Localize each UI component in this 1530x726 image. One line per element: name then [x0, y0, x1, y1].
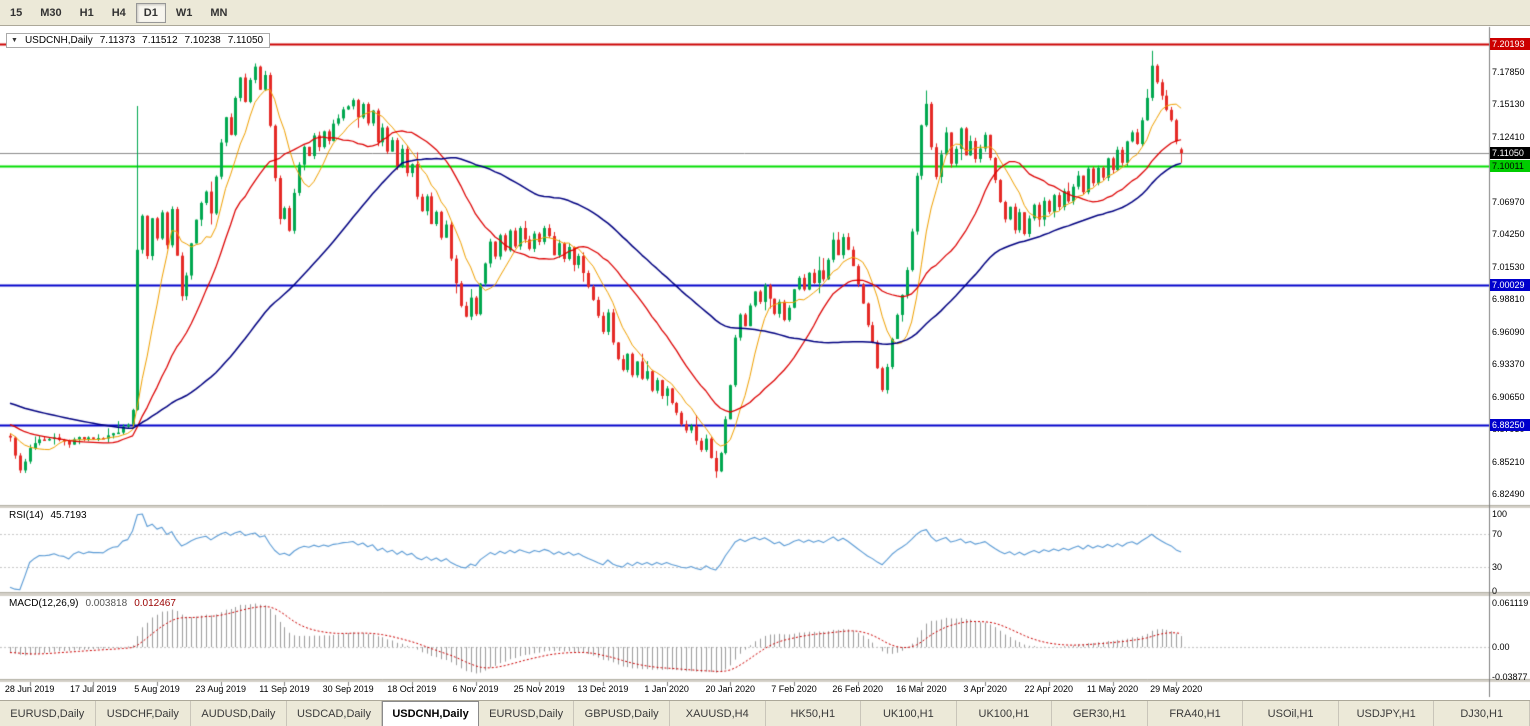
price-axis-label: 6.96090	[1492, 326, 1525, 337]
price-axis-label: 6.82490	[1492, 489, 1525, 500]
current-price-badge: 7.11050	[1490, 147, 1530, 160]
chart-tab-hk50-h1[interactable]: HK50,H1	[766, 701, 862, 726]
chart-tab-gbpusd-daily[interactable]: GBPUSD,Daily	[574, 701, 670, 726]
price-axis-label: 7.15130	[1492, 99, 1525, 110]
timeframe-button-m30[interactable]: M30	[40, 6, 62, 19]
date-axis-label: 26 Feb 2020	[832, 684, 883, 694]
price-axis-label: 6.90650	[1492, 391, 1525, 402]
date-axis-label: 11 May 2020	[1086, 684, 1139, 694]
date-axis-label: 1 Jan 2020	[644, 684, 689, 694]
rsi-indicator-label: RSI(14) 45.7193	[9, 510, 87, 521]
symbol-label: USDCNH,Daily	[24, 35, 93, 46]
chart-ohlc-title[interactable]: ▼ USDCNH,Daily 7.11373 7.11512 7.10238 7…	[6, 33, 271, 48]
date-axis-label: 23 Aug 2019	[195, 684, 246, 694]
chart-tabs-bar: EURUSD,Daily USDCHF,Daily AUDUSD,Daily USDC…	[0, 700, 1530, 726]
chart-tab-dj30-h1[interactable]: DJ30,H1	[1434, 701, 1530, 726]
date-axis-label: 5 Aug 2019	[134, 684, 180, 694]
low-value: 7.10238	[184, 35, 221, 46]
date-axis-label: 30 Sep 2019	[322, 684, 374, 694]
date-axis-label: 16 Mar 2020	[896, 684, 947, 694]
chart-tab-uk100-h1[interactable]: UK100,H1	[861, 701, 957, 726]
chart-tab-usdcad-daily[interactable]: USDCAD,Daily	[287, 701, 383, 726]
timeframe-toolbar: 15 M30 H1 H4 D1 W1 MN	[0, 0, 1530, 26]
chart-tab-fra40-h1[interactable]: FRA40,H1	[1148, 701, 1244, 726]
price-axis-label: 7.06970	[1492, 196, 1525, 207]
macd-name: MACD(12,26,9)	[9, 598, 79, 609]
high-value: 7.11512	[142, 35, 178, 46]
macd-main-value: 0.003818	[85, 598, 128, 609]
rsi-scale-label: 0	[1492, 586, 1498, 596]
timeframe-button-w1[interactable]: W1	[175, 6, 193, 19]
chart-tab-eurusd-daily[interactable]: EURUSD,Daily	[479, 701, 575, 726]
price-axis-label: 7.12410	[1492, 131, 1525, 142]
timeframe-button-15[interactable]: 15	[10, 6, 23, 19]
chart-tab-ger30-h1[interactable]: GER30,H1	[1052, 701, 1148, 726]
price-axis-label: 7.01530	[1492, 261, 1525, 272]
close-value: 7.11050	[227, 35, 264, 46]
date-axis-label: 3 Apr 2020	[963, 684, 1007, 694]
support-line-badge-1: 7.00029	[1490, 278, 1530, 291]
timeframe-button-mn[interactable]: MN	[210, 6, 228, 19]
macd-indicator-label: MACD(12,26,9) 0.003818 0.012467	[9, 598, 176, 609]
macd-scale-label: -0.03877	[1492, 671, 1528, 682]
date-axis-label: 11 Sep 2019	[259, 684, 310, 694]
timeframe-button-d1[interactable]: D1	[135, 2, 166, 23]
macd-signal-value: 0.012467	[134, 598, 176, 609]
date-axis-label: 17 Jul 2019	[70, 684, 117, 694]
timeframe-button-h4[interactable]: H4	[111, 6, 126, 19]
chart-tab-uk100-h1[interactable]: UK100,H1	[957, 701, 1053, 726]
macd-scale-label: 0.061119	[1492, 598, 1529, 608]
date-axis-label: 13 Dec 2019	[577, 684, 629, 694]
chart-tab-audusd-daily[interactable]: AUDUSD,Daily	[191, 701, 287, 726]
date-axis-label: 7 Feb 2020	[771, 684, 817, 694]
rsi-value: 45.7193	[50, 510, 87, 521]
chart-tab-eurusd-daily[interactable]: EURUSD,Daily	[0, 701, 96, 726]
date-axis-label: 18 Oct 2019	[387, 684, 437, 694]
open-value: 7.11373	[99, 35, 136, 46]
rsi-name: RSI(14)	[9, 510, 44, 521]
date-axis-label: 29 May 2020	[1150, 684, 1203, 694]
macd-scale-label: 0.00	[1492, 642, 1510, 652]
chevron-down-icon[interactable]: ▼	[11, 37, 18, 44]
resistance-line-badge: 7.20193	[1490, 38, 1530, 51]
date-axis-label: 25 Nov 2019	[513, 684, 565, 694]
price-axis-label: 7.04250	[1492, 229, 1525, 240]
date-axis-label: 6 Nov 2019	[452, 684, 499, 694]
chart-tab-usdcnh-daily[interactable]: USDCNH,Daily	[382, 701, 479, 726]
chart-tab-xauusd-h4[interactable]: XAUUSD,H4	[670, 701, 766, 726]
price-axis-label: 7.17850	[1492, 67, 1525, 77]
chart-tab-usdjpy-h1[interactable]: USDJPY,H1	[1339, 701, 1435, 726]
support-line-badge-2: 6.88250	[1490, 419, 1530, 432]
date-axis-label: 20 Jan 2020	[705, 684, 756, 694]
price-axis-label: 6.85210	[1492, 456, 1525, 467]
rsi-scale-label: 30	[1492, 561, 1503, 572]
chart-tab-usdchf-daily[interactable]: USDCHF,Daily	[96, 701, 192, 726]
price-axis-label: 6.98810	[1492, 294, 1525, 305]
rsi-scale-label: 100	[1492, 509, 1508, 519]
rsi-scale-label: 70	[1492, 529, 1503, 540]
date-axis-label: 28 Jun 2019	[4, 684, 55, 694]
green-level-badge: 7.10011	[1490, 159, 1530, 172]
price-axis-label: 6.93370	[1492, 359, 1525, 370]
timeframe-button-h1[interactable]: H1	[79, 6, 94, 19]
date-axis-label: 22 Apr 2020	[1024, 684, 1074, 694]
chart-tab-usoil-h1[interactable]: USOil,H1	[1243, 701, 1339, 726]
